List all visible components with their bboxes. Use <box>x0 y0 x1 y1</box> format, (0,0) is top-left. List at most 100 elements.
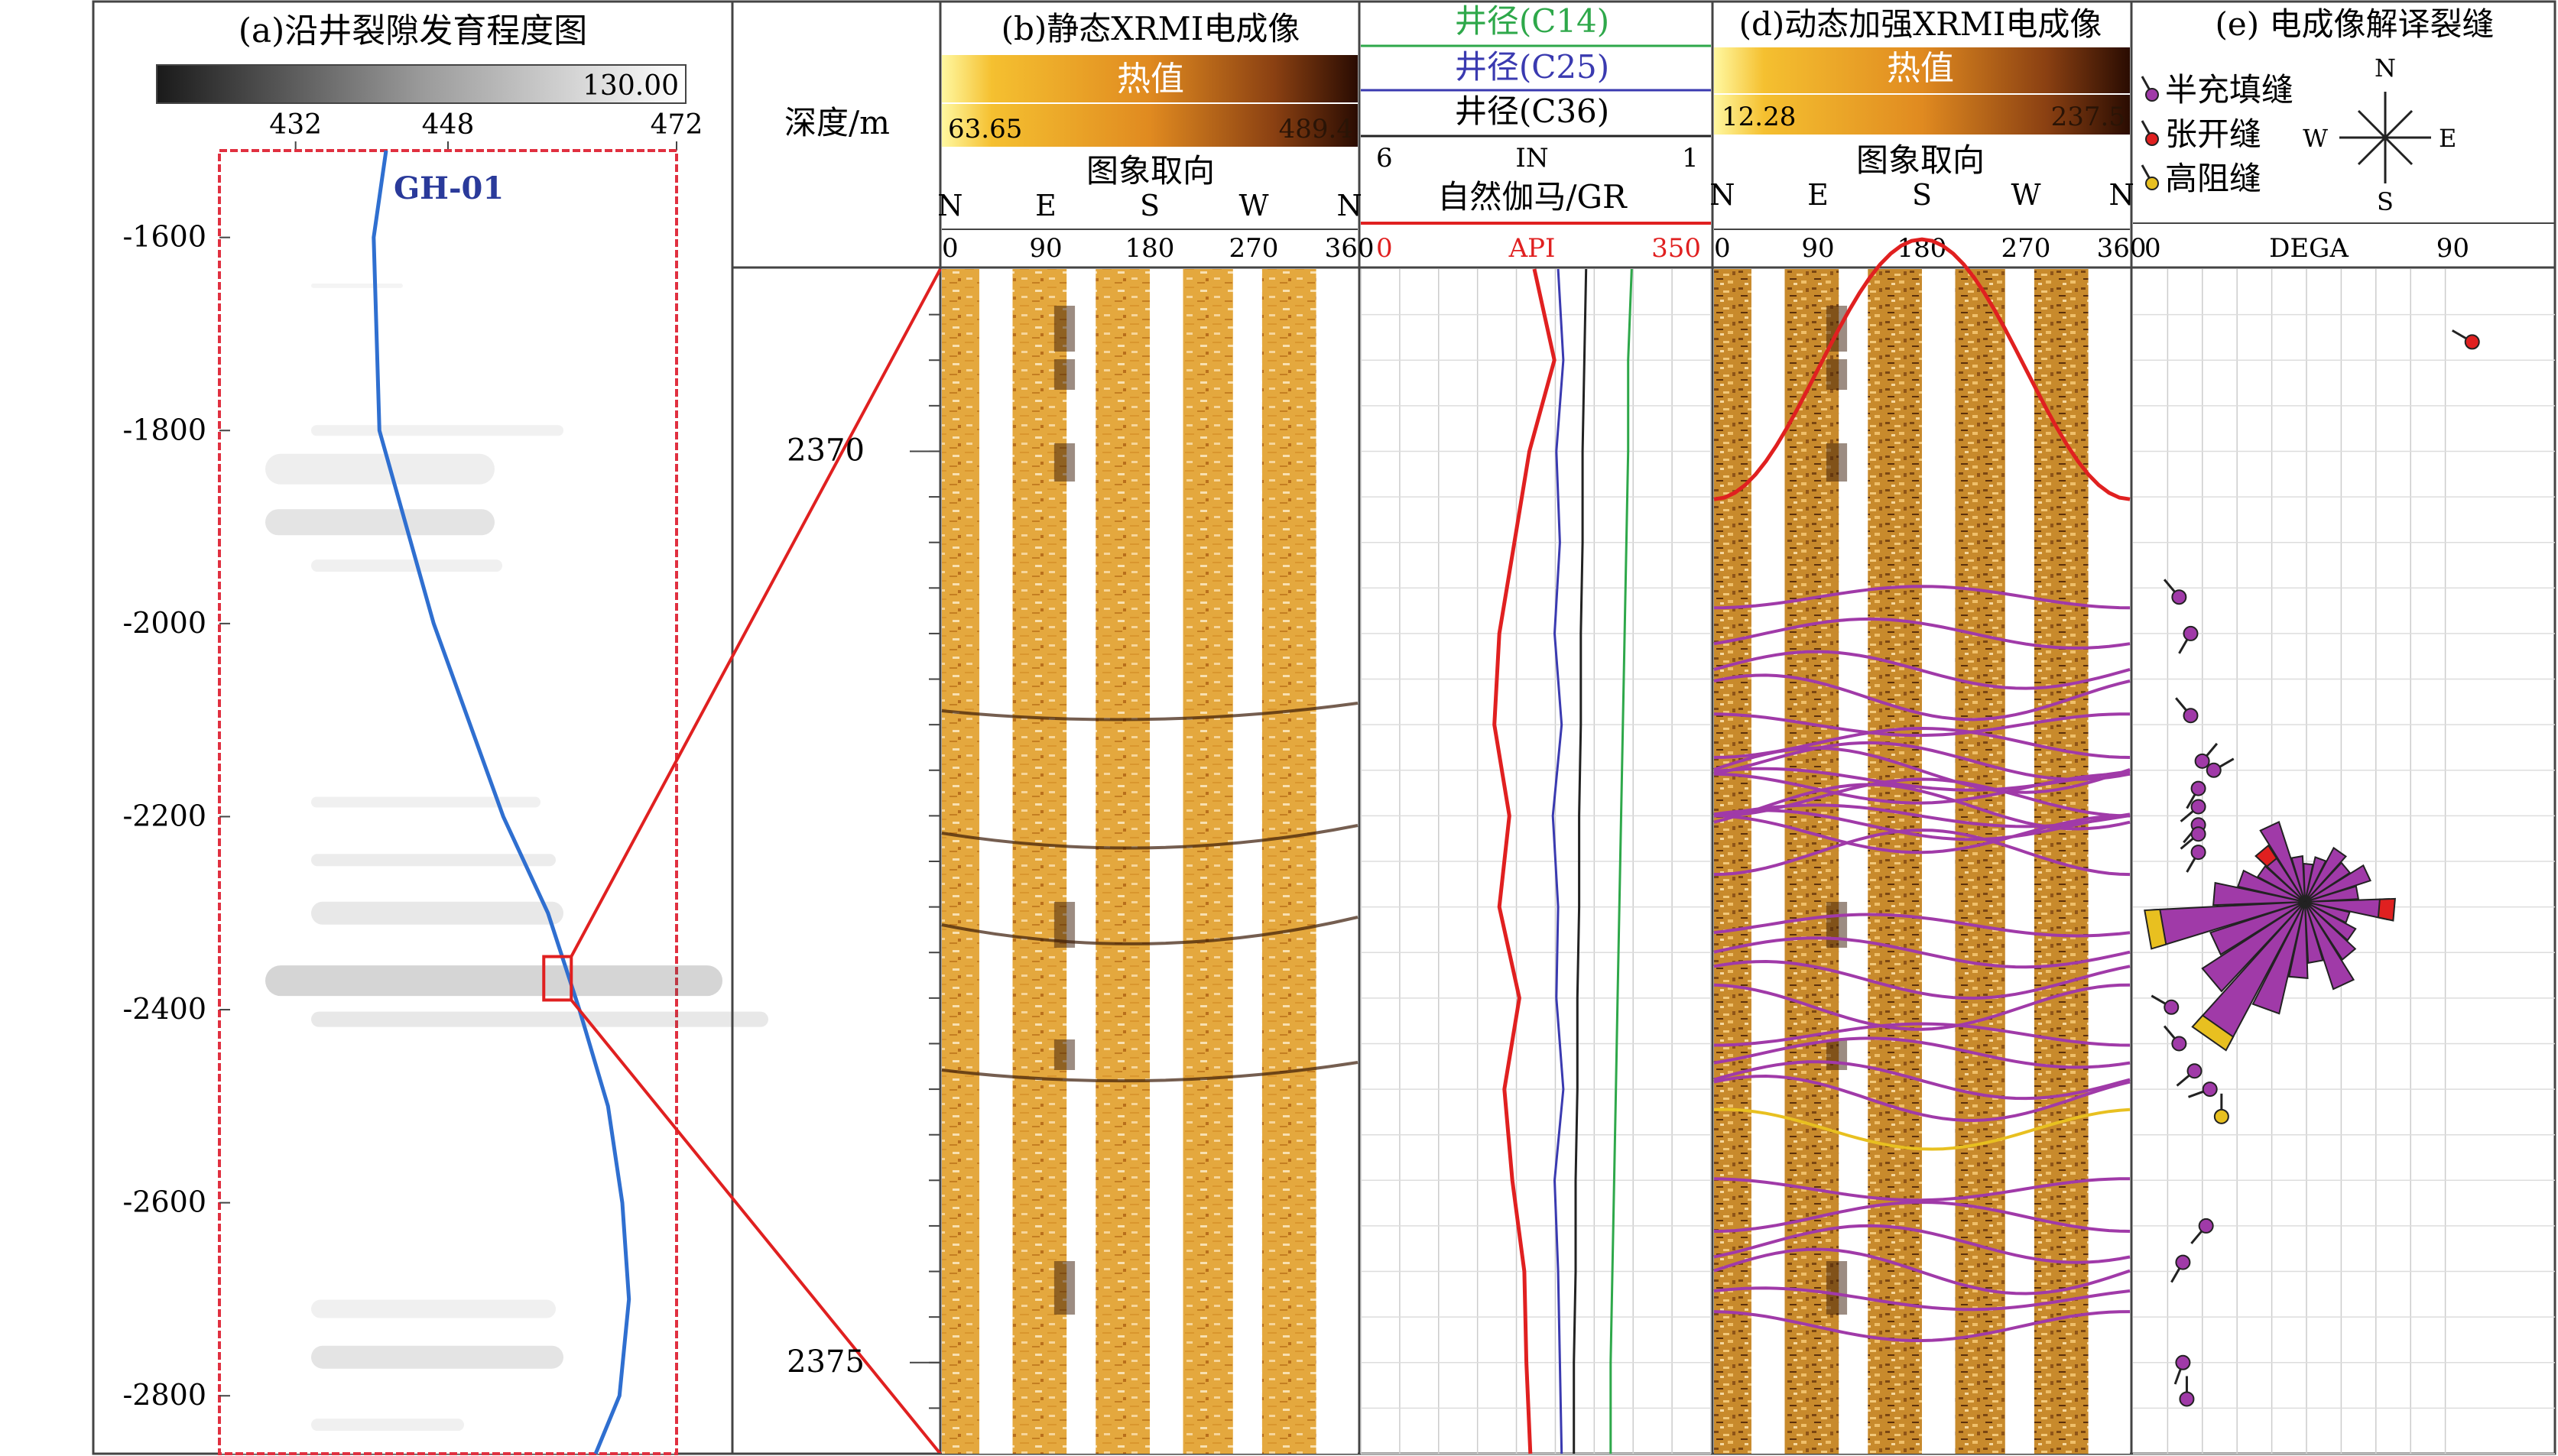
tadpole-head <box>2464 334 2480 350</box>
panel-b: (b)静态XRMI电成像 热值 63.65 489.4 图象取向 N E S W N 0… <box>937 10 1375 1454</box>
rose-petal <box>2201 901 2306 993</box>
tadpole-head <box>2175 1354 2191 1370</box>
fracture-sinusoid <box>1713 1022 2131 1047</box>
fracture-sinusoid <box>1713 814 2130 854</box>
pad-strip <box>1183 269 1233 1454</box>
gr-scale-min: 0 <box>1376 233 1393 264</box>
tadpole-head <box>2175 1254 2191 1270</box>
x-tick-label: 448 <box>422 109 475 141</box>
panel-b-heat-scale <box>942 104 1358 147</box>
legend-open-label: 张开缝 <box>2165 115 2261 153</box>
fracture-sinusoid <box>1713 741 2131 781</box>
tadpole-head <box>2202 1081 2218 1098</box>
tadpole-head <box>2190 780 2206 796</box>
direction-label: S <box>1912 178 1932 212</box>
panel-a-plot: -1600 -1800 -2000 -2200 -2400 -2600 -2800 GH-0… <box>122 149 768 1455</box>
dark-blob <box>1826 902 1848 948</box>
compass-w: W <box>2303 124 2328 153</box>
direction-label: E <box>1035 189 1057 222</box>
curve-2 <box>1573 268 1588 1454</box>
panel-a-title: (a)沿井裂隙发育程度图 <box>239 11 588 50</box>
tadpole-head <box>2198 1218 2214 1234</box>
panel-b-title: (b)静态XRMI电成像 <box>1001 10 1300 47</box>
gr-scale-max: 350 <box>1651 233 1701 264</box>
curve-1 <box>1551 268 1565 1454</box>
curve-3 <box>1492 268 1557 1454</box>
fracture-sinusoid <box>1713 650 2131 690</box>
fracture-sinusoid <box>1713 1310 2131 1342</box>
legend-open: 张开缝 <box>2141 115 2261 153</box>
panel-d-heat-scale <box>1714 95 2130 135</box>
fracture-trace <box>941 916 1359 945</box>
fracture-band <box>265 453 495 485</box>
tadpole-head <box>2183 625 2199 641</box>
panel-e-scale-max: 90 <box>2436 233 2469 264</box>
fracture-sinusoid <box>1713 1177 2130 1202</box>
well-label: GH-01 <box>394 170 504 206</box>
legend-high-res-label: 高阻缝 <box>2165 160 2261 197</box>
panel-d: (d)动态加强XRMI电成像 热值 12.28 237.5 图象取向 N E S W N… <box>1709 5 2147 1454</box>
fracture-sinusoid <box>1713 936 2131 969</box>
well-trajectory-gh01 <box>372 150 631 1454</box>
y-tick-label: -2000 <box>122 606 206 640</box>
y-tick-label: -1600 <box>122 220 206 254</box>
fracture-band <box>311 854 556 867</box>
depth-header: 深度/m <box>784 104 890 141</box>
degree-tick-label: 360 <box>2097 233 2147 264</box>
tadpole-head <box>2179 1391 2195 1407</box>
rose-petal <box>2251 901 2306 1015</box>
panel-b-heat-min: 63.65 <box>948 114 1022 144</box>
panel-d-orient-label: 图象取向 <box>1856 141 1985 179</box>
degree-tick-label: 360 <box>1325 233 1375 264</box>
dark-blob <box>1826 1261 1848 1315</box>
rose-petal <box>2287 901 2309 979</box>
fracture-density-bands <box>265 283 768 1432</box>
fracture-sinusoid <box>1713 673 2131 722</box>
fracture-band <box>265 509 495 536</box>
dark-blob <box>1053 1039 1076 1070</box>
half-filled-marker <box>2145 88 2159 102</box>
fracture-sinusoid <box>1713 1224 2131 1264</box>
fracture-sinusoid <box>1713 237 2131 501</box>
x-tick-label: 472 <box>651 109 703 141</box>
fracture-sinusoid <box>1713 829 2131 877</box>
compass-n: N <box>2375 54 2396 83</box>
panel-c-grid <box>1360 269 1712 1454</box>
caliper-scale-min: 6 <box>1376 143 1393 173</box>
dark-blob <box>1826 1039 1848 1070</box>
pad-strip <box>1261 269 1316 1454</box>
panel-d-degree-ticks: 0 90 180 270 360 <box>1714 229 2147 264</box>
degree-tick-label: 180 <box>1125 233 1175 264</box>
fracture-band <box>311 1345 563 1369</box>
fracture-sinusoid <box>1713 1200 2131 1233</box>
fracture-sinusoid <box>1713 1286 2131 1312</box>
fracture-sinusoid <box>1713 1107 2131 1151</box>
gr-label: 自然伽马/GR <box>1437 178 1628 216</box>
fracture-band <box>311 559 502 572</box>
caliper-scale-unit: IN <box>1515 143 1548 173</box>
tadpole-head <box>2186 1063 2203 1079</box>
fracture-sinusoid <box>1713 1074 2131 1123</box>
caliper-scale-max: 1 <box>1682 143 1699 173</box>
panel-dividers <box>731 2 2555 1454</box>
panel-a-x-ticks: 432 448 472 <box>269 109 703 151</box>
panel-e-title: (e) 电成像解译裂缝 <box>2216 5 2495 43</box>
direction-label: W <box>1238 189 1268 222</box>
fracture-sinusoid <box>1713 809 2131 841</box>
dark-blob <box>1053 443 1076 482</box>
compass-e: E <box>2439 124 2456 153</box>
tadpole-head <box>2213 1108 2229 1124</box>
direction-label: W <box>2011 178 2040 212</box>
degree-tick-label: 270 <box>1229 233 1279 264</box>
y-tick-label: -2200 <box>122 799 206 832</box>
open-marker <box>2145 132 2159 146</box>
caliper-c25-label: 井径(C25) <box>1455 48 1609 86</box>
rose-petal <box>2259 821 2306 903</box>
panel-e-grid <box>2133 269 2555 1454</box>
strike-rose-diagram <box>2144 821 2396 1052</box>
tadpole-head <box>2190 845 2206 861</box>
fracture-sinusoid <box>1713 772 2131 805</box>
